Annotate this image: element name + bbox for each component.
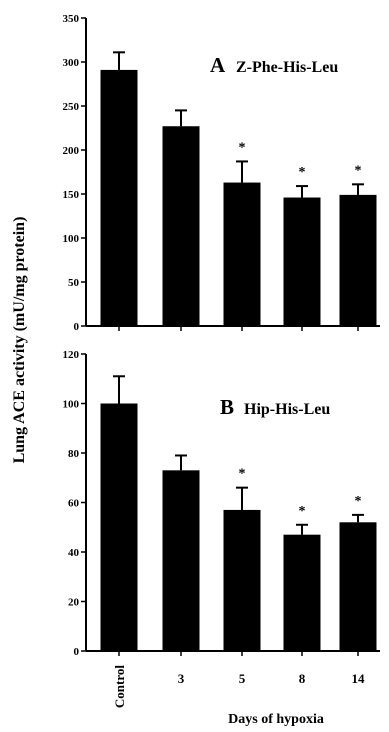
significance-marker: *: [355, 494, 362, 509]
bar: [162, 126, 200, 327]
y-tick-label: 80: [68, 448, 80, 460]
category-label: Control: [112, 665, 127, 708]
y-tick-label: 250: [63, 101, 80, 113]
significance-marker: *: [299, 504, 306, 519]
y-tick-label: 50: [68, 277, 80, 289]
category-labels: Control 3 5 8 14: [112, 665, 365, 708]
panel-title: Hip-His-Leu: [244, 401, 330, 418]
bar: [162, 470, 200, 651]
y-tick-label: 0: [74, 321, 80, 333]
y-tick-label: 300: [63, 57, 80, 69]
bar: [283, 197, 321, 326]
bar: [100, 69, 138, 327]
panel-label: A: [210, 53, 226, 77]
y-tick-label: 20: [68, 597, 80, 609]
y-tick-label: 60: [68, 498, 80, 510]
significance-marker: *: [239, 467, 246, 482]
bar: [339, 522, 377, 651]
bar: [223, 182, 261, 326]
significance-marker: *: [299, 165, 306, 180]
category-label: 3: [178, 671, 185, 686]
y-tick-label: 350: [63, 13, 80, 25]
y-tick-label: 0: [74, 646, 80, 658]
panel-label: B: [220, 395, 234, 419]
y-tick-label: 100: [63, 233, 80, 245]
significance-marker: *: [239, 140, 246, 155]
x-axis-label: Days of hypoxia: [228, 712, 324, 727]
category-label: 8: [299, 671, 306, 686]
panel-a: 0 50 100 150 200 250 300 350 * * * A Z-Phe-His-Leu: [63, 13, 380, 333]
y-tick-label: 200: [63, 145, 80, 157]
y-tick-label: 120: [63, 349, 80, 361]
bar: [339, 194, 377, 326]
bar: [223, 509, 261, 651]
bar: [100, 403, 138, 651]
significance-marker: *: [355, 163, 362, 178]
y-tick-label: 40: [68, 547, 80, 559]
category-label: 14: [352, 671, 366, 686]
y-tick-label: 100: [63, 399, 80, 411]
y-tick-label: 150: [63, 189, 80, 201]
bar: [283, 534, 321, 651]
panel-title: Z-Phe-His-Leu: [236, 59, 338, 76]
panel-b: 0 20 40 60 80 100 120 * * * B Hip-His-Leu: [63, 349, 380, 658]
category-label: 5: [239, 671, 246, 686]
y-axis-label: Lung ACE activity (mU/mg protein): [11, 217, 28, 464]
